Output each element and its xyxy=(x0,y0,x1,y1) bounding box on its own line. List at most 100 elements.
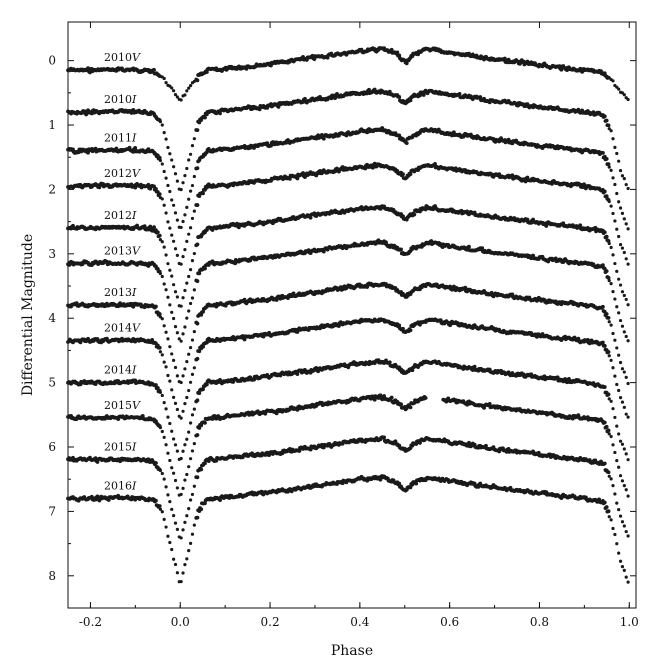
data-point xyxy=(160,240,164,244)
data-point xyxy=(172,437,176,441)
data-point xyxy=(188,189,193,193)
y-tick-label: 5 xyxy=(48,376,56,390)
data-point xyxy=(611,211,615,216)
data-point xyxy=(618,206,623,210)
data-point xyxy=(287,176,292,181)
data-point xyxy=(157,155,162,160)
series-2012V xyxy=(66,161,630,266)
data-point xyxy=(185,395,189,400)
x-tick-label: 0.6 xyxy=(440,615,459,629)
data-point xyxy=(185,437,189,441)
data-point xyxy=(172,283,176,287)
data-point xyxy=(617,200,621,204)
data-point xyxy=(162,245,166,249)
data-point xyxy=(179,98,183,102)
data-point xyxy=(187,232,191,236)
series-2010I xyxy=(66,87,630,192)
data-point xyxy=(620,174,625,178)
data-point xyxy=(185,281,189,285)
data-point xyxy=(606,162,611,167)
data-point xyxy=(179,456,183,461)
data-point xyxy=(183,248,187,252)
data-point xyxy=(190,183,195,188)
data-point xyxy=(613,374,617,378)
data-point xyxy=(168,152,172,156)
data-point xyxy=(544,224,549,228)
data-point xyxy=(190,296,195,300)
data-point xyxy=(188,345,193,350)
data-point xyxy=(179,262,183,266)
data-point xyxy=(607,279,611,283)
data-point xyxy=(166,145,170,150)
data-point xyxy=(626,415,630,419)
data-point xyxy=(609,358,613,362)
data-point xyxy=(172,316,176,321)
data-point xyxy=(295,176,300,181)
data-point xyxy=(152,225,156,229)
y-tick-label: 7 xyxy=(48,504,56,518)
data-point xyxy=(602,343,607,348)
data-point xyxy=(168,421,172,426)
data-point xyxy=(154,304,158,309)
data-point xyxy=(187,309,191,313)
data-point xyxy=(192,288,196,292)
data-point xyxy=(188,421,193,425)
data-point xyxy=(613,145,617,150)
data-point xyxy=(615,227,619,231)
data-point xyxy=(611,331,615,336)
data-point xyxy=(164,253,168,257)
data-point xyxy=(181,374,185,378)
data-point xyxy=(175,407,179,412)
data-point xyxy=(626,262,630,266)
data-point xyxy=(158,158,163,163)
data-point xyxy=(170,352,174,356)
data-point xyxy=(181,255,185,259)
data-point xyxy=(187,197,191,201)
data-point xyxy=(175,95,179,99)
data-point xyxy=(168,345,172,349)
data-point xyxy=(164,81,168,85)
data-point xyxy=(181,449,185,453)
data-point xyxy=(611,176,615,180)
data-point xyxy=(166,373,170,378)
data-point xyxy=(173,401,178,405)
data-point xyxy=(617,311,621,315)
data-point xyxy=(152,68,156,72)
data-point xyxy=(604,312,609,316)
data-point xyxy=(408,328,413,333)
data-point xyxy=(164,288,168,292)
data-point xyxy=(497,172,502,177)
data-point xyxy=(181,219,185,224)
data-point xyxy=(620,400,625,404)
data-point xyxy=(600,304,605,309)
data-point xyxy=(600,340,605,345)
data-point xyxy=(604,269,609,274)
y-tick-label: 1 xyxy=(48,118,56,132)
data-point xyxy=(183,402,187,406)
data-point xyxy=(162,203,166,207)
data-point xyxy=(611,290,615,294)
data-point xyxy=(160,123,164,127)
data-point xyxy=(389,47,394,52)
data-point xyxy=(187,274,191,279)
data-point xyxy=(185,89,189,93)
data-point xyxy=(578,223,583,228)
data-point xyxy=(397,95,402,99)
data-point xyxy=(160,353,164,357)
data-point xyxy=(617,388,621,393)
data-point xyxy=(609,282,613,286)
data-point xyxy=(170,388,174,392)
data-point xyxy=(173,443,178,447)
data-point xyxy=(613,182,617,187)
data-point xyxy=(155,230,160,235)
data-point xyxy=(613,219,617,223)
data-point xyxy=(164,330,168,334)
data-point xyxy=(607,241,611,246)
data-point xyxy=(177,337,181,341)
data-point xyxy=(142,224,147,229)
series-2013V xyxy=(66,238,630,343)
data-point xyxy=(626,339,630,343)
data-point xyxy=(162,131,166,135)
data-point xyxy=(607,165,611,169)
data-point xyxy=(607,354,611,358)
